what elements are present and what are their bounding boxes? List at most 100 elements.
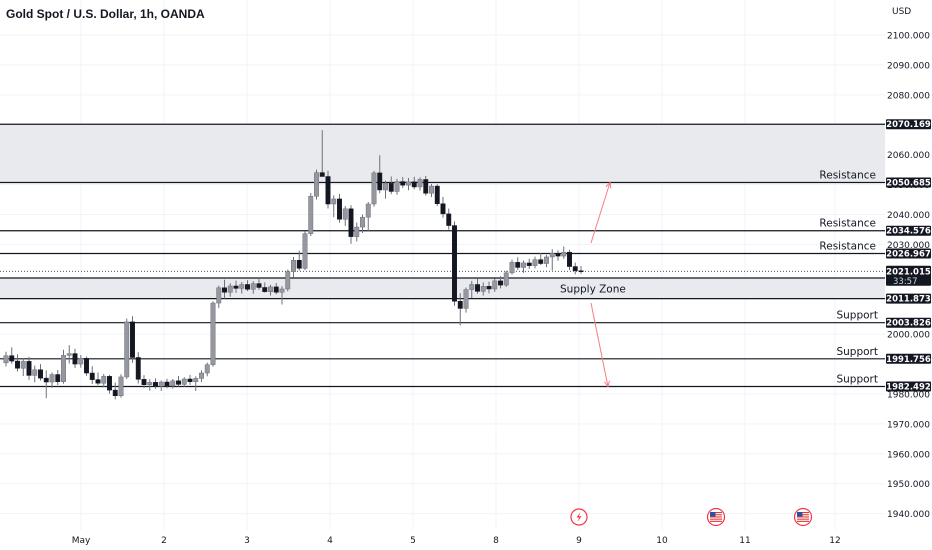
candle-body-up bbox=[417, 179, 423, 188]
candle bbox=[89, 366, 95, 385]
candle-body-up bbox=[342, 208, 348, 220]
candle bbox=[239, 282, 245, 294]
price-tag-text: 2034.576 bbox=[886, 227, 931, 237]
candle bbox=[176, 376, 181, 387]
candle bbox=[158, 380, 164, 391]
candle bbox=[475, 278, 480, 294]
price-tick-label: 1960.000 bbox=[887, 450, 930, 460]
level-price-tag[interactable]: 2026.967 bbox=[886, 248, 931, 259]
candle-body-up bbox=[199, 372, 204, 379]
price-tag-text: 2070.169 bbox=[886, 120, 931, 130]
candle bbox=[135, 352, 141, 384]
candle-body-up bbox=[250, 283, 256, 290]
candle-body-down bbox=[555, 253, 561, 257]
candle bbox=[20, 358, 26, 377]
flag-canton bbox=[797, 512, 803, 517]
candle-body-down bbox=[112, 389, 118, 397]
candle bbox=[38, 364, 43, 381]
horizontal-levels[interactable] bbox=[0, 123, 885, 388]
candle-body-down bbox=[319, 172, 325, 177]
time-tick-label: 5 bbox=[410, 536, 416, 546]
level-price-tag[interactable]: 1991.756 bbox=[886, 353, 931, 365]
candle bbox=[95, 372, 101, 386]
price-tick-label: 1950.000 bbox=[887, 480, 930, 490]
candle-body-down bbox=[411, 181, 417, 188]
candle bbox=[383, 180, 388, 199]
level-annotation: Support bbox=[836, 374, 878, 386]
candle-body-down bbox=[84, 358, 89, 374]
candle bbox=[549, 249, 555, 271]
flag-stripe bbox=[710, 516, 722, 518]
level-annotation: Resistance bbox=[819, 170, 876, 182]
time-axis[interactable]: May 2 3 4 5 8 9 10 11 12 bbox=[72, 536, 841, 546]
candle bbox=[170, 379, 176, 389]
candle bbox=[440, 196, 446, 218]
candle-body-down bbox=[515, 262, 521, 268]
candle bbox=[72, 348, 78, 368]
candle bbox=[532, 256, 538, 269]
candle bbox=[411, 176, 417, 190]
level-price-tag[interactable]: 2070.169 bbox=[886, 119, 931, 130]
candle bbox=[204, 362, 210, 377]
time-tick-label: 10 bbox=[656, 536, 668, 546]
candle bbox=[124, 318, 130, 380]
candle-body-up bbox=[331, 198, 337, 205]
level-price-tag[interactable]: 2034.576 bbox=[886, 225, 931, 237]
candle-body-up bbox=[383, 183, 388, 191]
candle bbox=[107, 374, 112, 394]
level-price-tag[interactable]: 1982.492 bbox=[886, 381, 931, 393]
candle-body-down bbox=[26, 361, 32, 376]
candle bbox=[567, 249, 572, 271]
level-price-tag[interactable]: 2011.873 bbox=[886, 293, 931, 305]
candle bbox=[503, 270, 509, 287]
candle bbox=[365, 201, 371, 231]
price-axis[interactable]: USD 2100.000 2090.000 2080.000 2060.000 2050… bbox=[886, 7, 931, 520]
candle-body-down bbox=[567, 251, 572, 267]
us-flag-event-icon[interactable] bbox=[793, 507, 813, 527]
candle bbox=[268, 284, 273, 296]
candle-body-up bbox=[509, 262, 515, 274]
candle bbox=[187, 374, 193, 385]
us-flag-event-icon[interactable] bbox=[706, 507, 726, 527]
candle-body-up bbox=[204, 364, 210, 374]
price-tick-label: 2080.000 bbox=[887, 91, 930, 101]
price-tick-label: 2100.000 bbox=[887, 32, 930, 42]
chart-title[interactable]: Gold Spot / U.S. Dollar, 1h, OANDA bbox=[6, 7, 205, 21]
candle-body-up bbox=[66, 353, 72, 356]
level-price-tag[interactable]: 2003.826 bbox=[886, 317, 931, 329]
candle-body-up bbox=[302, 233, 308, 269]
price-tag-background bbox=[886, 353, 931, 364]
candle bbox=[492, 278, 498, 292]
candle bbox=[509, 259, 515, 275]
candle bbox=[153, 378, 158, 389]
candle-body-down bbox=[72, 353, 78, 365]
candle bbox=[538, 253, 544, 266]
projection-arrow-down bbox=[590, 302, 610, 388]
price-tick-label: 2060.000 bbox=[887, 151, 930, 161]
candle bbox=[463, 287, 469, 313]
candle-body-down bbox=[440, 203, 446, 215]
candle-body-up bbox=[463, 289, 469, 309]
candle-body-down bbox=[43, 377, 49, 383]
candle bbox=[245, 280, 250, 292]
candle-body-up bbox=[549, 253, 555, 258]
candle-body-up bbox=[210, 302, 216, 365]
candle-body-down bbox=[388, 183, 394, 192]
candle-body-up bbox=[158, 381, 164, 387]
lightning-event-icon[interactable] bbox=[570, 508, 588, 526]
price-tick-label: 2000.000 bbox=[887, 331, 930, 341]
candle bbox=[337, 193, 342, 223]
candle-body-up bbox=[227, 285, 233, 293]
time-tick-label: 8 bbox=[493, 536, 499, 546]
event-icons[interactable] bbox=[570, 507, 813, 527]
candle bbox=[555, 250, 561, 261]
candle-body-up bbox=[101, 376, 107, 384]
candle bbox=[130, 316, 135, 363]
price-zones bbox=[0, 124, 885, 299]
arrow-head bbox=[603, 380, 610, 388]
price-tag-background bbox=[886, 225, 931, 236]
price-tag-background bbox=[886, 293, 931, 304]
level-price-tag[interactable]: 2050.685 bbox=[886, 177, 931, 189]
